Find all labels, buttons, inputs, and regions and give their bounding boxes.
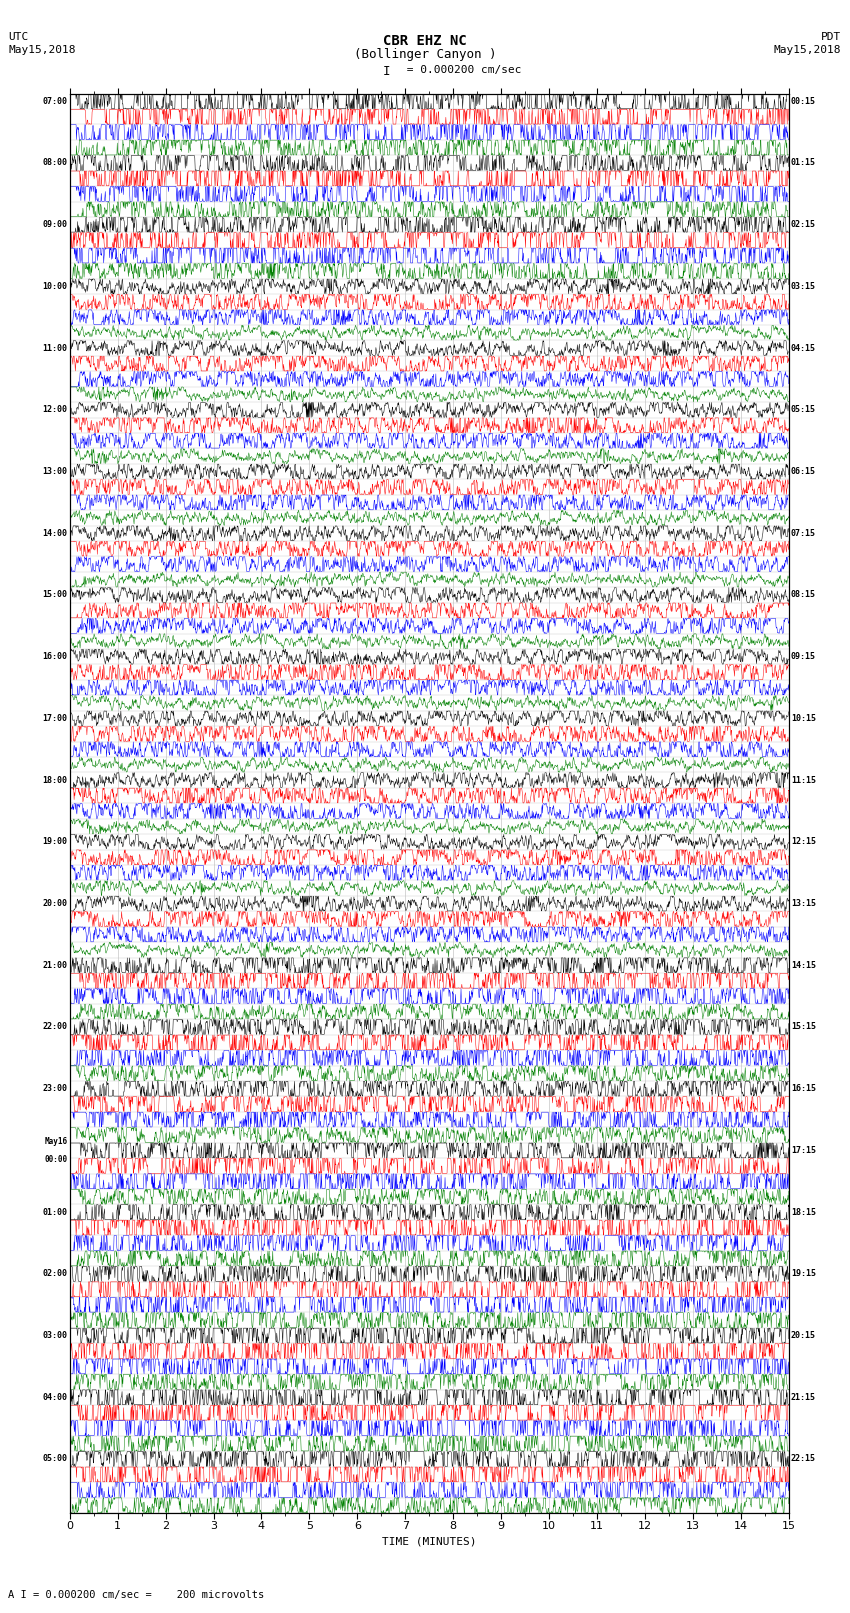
- Text: 11:15: 11:15: [791, 776, 816, 784]
- Text: 13:00: 13:00: [42, 468, 67, 476]
- Text: PDT: PDT: [821, 32, 842, 42]
- Text: 09:15: 09:15: [791, 652, 816, 661]
- Text: 04:00: 04:00: [42, 1392, 67, 1402]
- X-axis label: TIME (MINUTES): TIME (MINUTES): [382, 1537, 477, 1547]
- Text: 05:15: 05:15: [791, 405, 816, 415]
- Text: 03:00: 03:00: [42, 1331, 67, 1340]
- Text: 17:00: 17:00: [42, 715, 67, 723]
- Text: 00:15: 00:15: [791, 97, 816, 106]
- Text: 20:00: 20:00: [42, 898, 67, 908]
- Text: 21:00: 21:00: [42, 961, 67, 969]
- Text: 09:00: 09:00: [42, 221, 67, 229]
- Text: 06:15: 06:15: [791, 468, 816, 476]
- Text: = 0.000200 cm/sec: = 0.000200 cm/sec: [400, 65, 521, 74]
- Text: 19:15: 19:15: [791, 1269, 816, 1279]
- Text: 02:15: 02:15: [791, 221, 816, 229]
- Text: 15:15: 15:15: [791, 1023, 816, 1031]
- Text: 07:00: 07:00: [42, 97, 67, 106]
- Text: 23:00: 23:00: [42, 1084, 67, 1094]
- Text: May16: May16: [44, 1137, 67, 1147]
- Text: 01:15: 01:15: [791, 158, 816, 168]
- Text: 22:00: 22:00: [42, 1023, 67, 1031]
- Text: 14:15: 14:15: [791, 961, 816, 969]
- Text: 18:00: 18:00: [42, 776, 67, 784]
- Text: 04:15: 04:15: [791, 344, 816, 353]
- Text: 07:15: 07:15: [791, 529, 816, 537]
- Text: 12:15: 12:15: [791, 837, 816, 847]
- Text: 20:15: 20:15: [791, 1331, 816, 1340]
- Text: 13:15: 13:15: [791, 898, 816, 908]
- Text: A I = 0.000200 cm/sec =    200 microvolts: A I = 0.000200 cm/sec = 200 microvolts: [8, 1590, 264, 1600]
- Text: 03:15: 03:15: [791, 282, 816, 290]
- Text: 01:00: 01:00: [42, 1208, 67, 1216]
- Text: 19:00: 19:00: [42, 837, 67, 847]
- Text: 08:15: 08:15: [791, 590, 816, 600]
- Text: (Bollinger Canyon ): (Bollinger Canyon ): [354, 48, 496, 61]
- Text: May15,2018: May15,2018: [8, 45, 76, 55]
- Text: 05:00: 05:00: [42, 1455, 67, 1463]
- Text: 16:00: 16:00: [42, 652, 67, 661]
- Text: 15:00: 15:00: [42, 590, 67, 600]
- Text: 12:00: 12:00: [42, 405, 67, 415]
- Text: 16:15: 16:15: [791, 1084, 816, 1094]
- Text: I: I: [383, 65, 390, 77]
- Text: UTC: UTC: [8, 32, 29, 42]
- Text: 11:00: 11:00: [42, 344, 67, 353]
- Text: 21:15: 21:15: [791, 1392, 816, 1402]
- Text: May15,2018: May15,2018: [774, 45, 842, 55]
- Text: 02:00: 02:00: [42, 1269, 67, 1279]
- Text: 22:15: 22:15: [791, 1455, 816, 1463]
- Text: 17:15: 17:15: [791, 1145, 816, 1155]
- Text: CBR EHZ NC: CBR EHZ NC: [383, 34, 467, 48]
- Text: 10:15: 10:15: [791, 715, 816, 723]
- Text: 08:00: 08:00: [42, 158, 67, 168]
- Text: 10:00: 10:00: [42, 282, 67, 290]
- Text: 14:00: 14:00: [42, 529, 67, 537]
- Text: 18:15: 18:15: [791, 1208, 816, 1216]
- Text: 00:00: 00:00: [44, 1155, 67, 1163]
